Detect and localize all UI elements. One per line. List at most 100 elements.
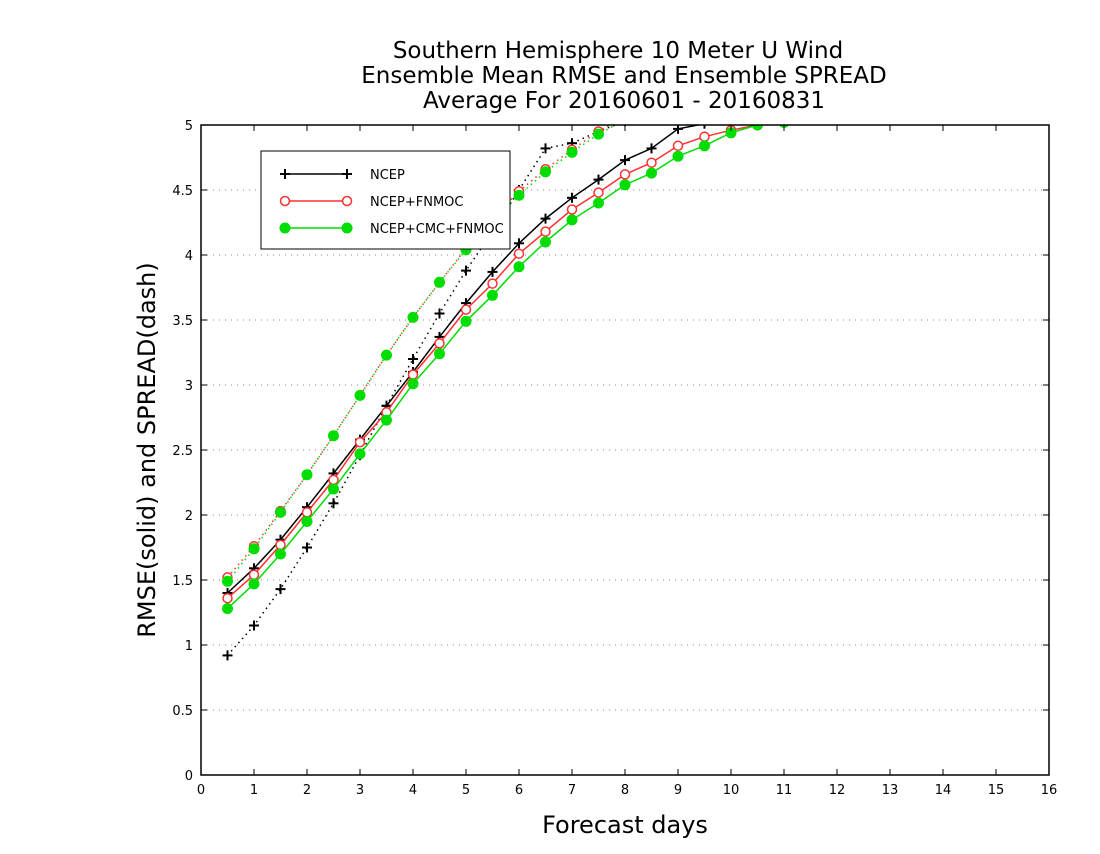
data-point-spread	[381, 349, 392, 361]
chart-title-line-1: Southern Hemisphere 10 Meter U Wind	[393, 38, 843, 64]
data-point-rmse	[434, 348, 445, 360]
data-point-rmse	[672, 150, 684, 162]
legend-marker	[280, 169, 290, 179]
data-point-spread	[461, 265, 471, 276]
data-point-rmse	[301, 507, 313, 518]
data-point-spread	[222, 575, 233, 587]
series-layer	[222, 113, 789, 661]
data-point-spread	[434, 308, 445, 319]
x-tick-label: 8	[621, 783, 629, 798]
x-tick-label: 12	[829, 783, 846, 798]
data-point-rmse	[222, 592, 233, 604]
data-point-rmse	[566, 204, 578, 215]
data-point-rmse	[619, 169, 631, 180]
y-tick-label: 3.5	[172, 314, 193, 329]
legend-marker	[341, 195, 353, 207]
data-point-rmse	[460, 304, 472, 315]
chart-title-line-3: Average For 20160601 - 20160831	[423, 88, 825, 114]
x-tick-label: 14	[935, 783, 952, 798]
data-point-spread	[301, 469, 313, 481]
data-point-spread	[249, 620, 259, 631]
x-tick-label: 3	[356, 783, 364, 798]
series-line-rmse-ncep-cmc-fnmoc	[226, 125, 766, 610]
series-line-spread-ncep	[226, 125, 618, 656]
x-axis-title: Forecast days	[542, 811, 708, 839]
x-tick-label: 10	[723, 783, 740, 798]
data-point-rmse	[646, 167, 657, 179]
series-line-rmse-ncep	[226, 125, 702, 594]
legend-marker	[279, 195, 291, 207]
series-line-rmse-ncep-fnmoc	[227, 125, 766, 599]
data-point-rmse	[703, 125, 706, 129]
data-point-spread	[328, 498, 339, 509]
legend-label: NCEP+CMC+FNMOC	[370, 222, 504, 237]
data-point-rmse	[540, 226, 551, 237]
x-tick-label: 13	[882, 783, 899, 798]
y-axis-title: RMSE(solid) and SPREAD(dash)	[133, 262, 161, 638]
data-point-rmse	[434, 338, 445, 349]
legend-entries: NCEP NCEP+FNMOC NCEP+CMC+FNMOC	[279, 168, 504, 237]
data-point-spread	[408, 354, 418, 364]
y-tick-label: 3	[185, 379, 193, 394]
data-point-spread	[566, 146, 578, 158]
y-tick-label: 1	[185, 639, 193, 654]
data-point-rmse	[593, 174, 604, 185]
axis-layer: 00.511.522.533.544.550 1 2 3 4 5 6 7 8 9 10 11 12 13 1…	[172, 119, 1057, 798]
y-tick-label: 0	[185, 769, 193, 784]
data-point-rmse	[487, 278, 498, 289]
chart-title-line-2: Ensemble Mean RMSE and Ensemble SPREAD	[361, 63, 886, 89]
data-point-rmse	[222, 603, 233, 615]
y-tick-label: 0.5	[172, 704, 193, 719]
data-point-spread	[593, 128, 604, 140]
data-point-rmse	[566, 214, 578, 226]
data-point-rmse	[248, 578, 260, 590]
data-point-rmse	[275, 539, 286, 551]
x-tick-label: 5	[462, 783, 470, 798]
data-point-rmse	[354, 436, 366, 448]
y-tick-label: 2.5	[172, 444, 193, 459]
legend-label: NCEP+FNMOC	[370, 195, 463, 210]
data-point-spread	[354, 389, 366, 401]
data-point-rmse	[381, 414, 392, 426]
data-point-spread	[621, 113, 630, 122]
data-point-rmse	[593, 187, 604, 198]
data-point-spread	[407, 311, 419, 323]
x-tick-label: 2	[303, 783, 311, 798]
data-point-rmse	[540, 236, 551, 248]
x-tick-label: 16	[1041, 783, 1058, 798]
x-tick-label: 6	[515, 783, 523, 798]
data-point-spread	[302, 542, 312, 553]
data-point-rmse	[699, 131, 710, 142]
data-point-rmse	[699, 140, 710, 152]
data-point-rmse	[354, 448, 366, 460]
data-point-rmse	[487, 289, 498, 301]
legend-marker	[341, 222, 353, 234]
legend: NCEP NCEP+FNMOC NCEP+CMC+FNMOC	[260, 150, 511, 250]
data-point-rmse	[620, 155, 630, 166]
data-point-rmse	[646, 157, 657, 168]
data-point-spread	[275, 584, 286, 595]
data-point-rmse	[726, 114, 736, 124]
data-point-rmse	[328, 474, 339, 486]
data-point-rmse	[514, 238, 524, 249]
data-point-spread	[623, 125, 627, 126]
y-tick-label: 4.5	[172, 184, 193, 199]
data-point-rmse	[301, 516, 313, 527]
data-point-spread	[328, 430, 339, 442]
legend-box	[260, 150, 511, 250]
x-tick-label: 0	[197, 783, 205, 798]
data-point-rmse	[248, 569, 260, 581]
data-point-rmse	[407, 369, 419, 380]
x-tick-label: 1	[250, 783, 258, 798]
data-point-spread	[222, 650, 233, 661]
x-tick-label: 4	[409, 783, 417, 798]
data-point-rmse	[540, 213, 551, 224]
data-point-rmse	[513, 261, 525, 273]
x-tick-label: 15	[988, 783, 1005, 798]
data-point-spread	[434, 276, 445, 288]
data-point-rmse	[672, 140, 684, 152]
grid-layer	[201, 189, 1049, 711]
legend-marker	[342, 169, 352, 179]
